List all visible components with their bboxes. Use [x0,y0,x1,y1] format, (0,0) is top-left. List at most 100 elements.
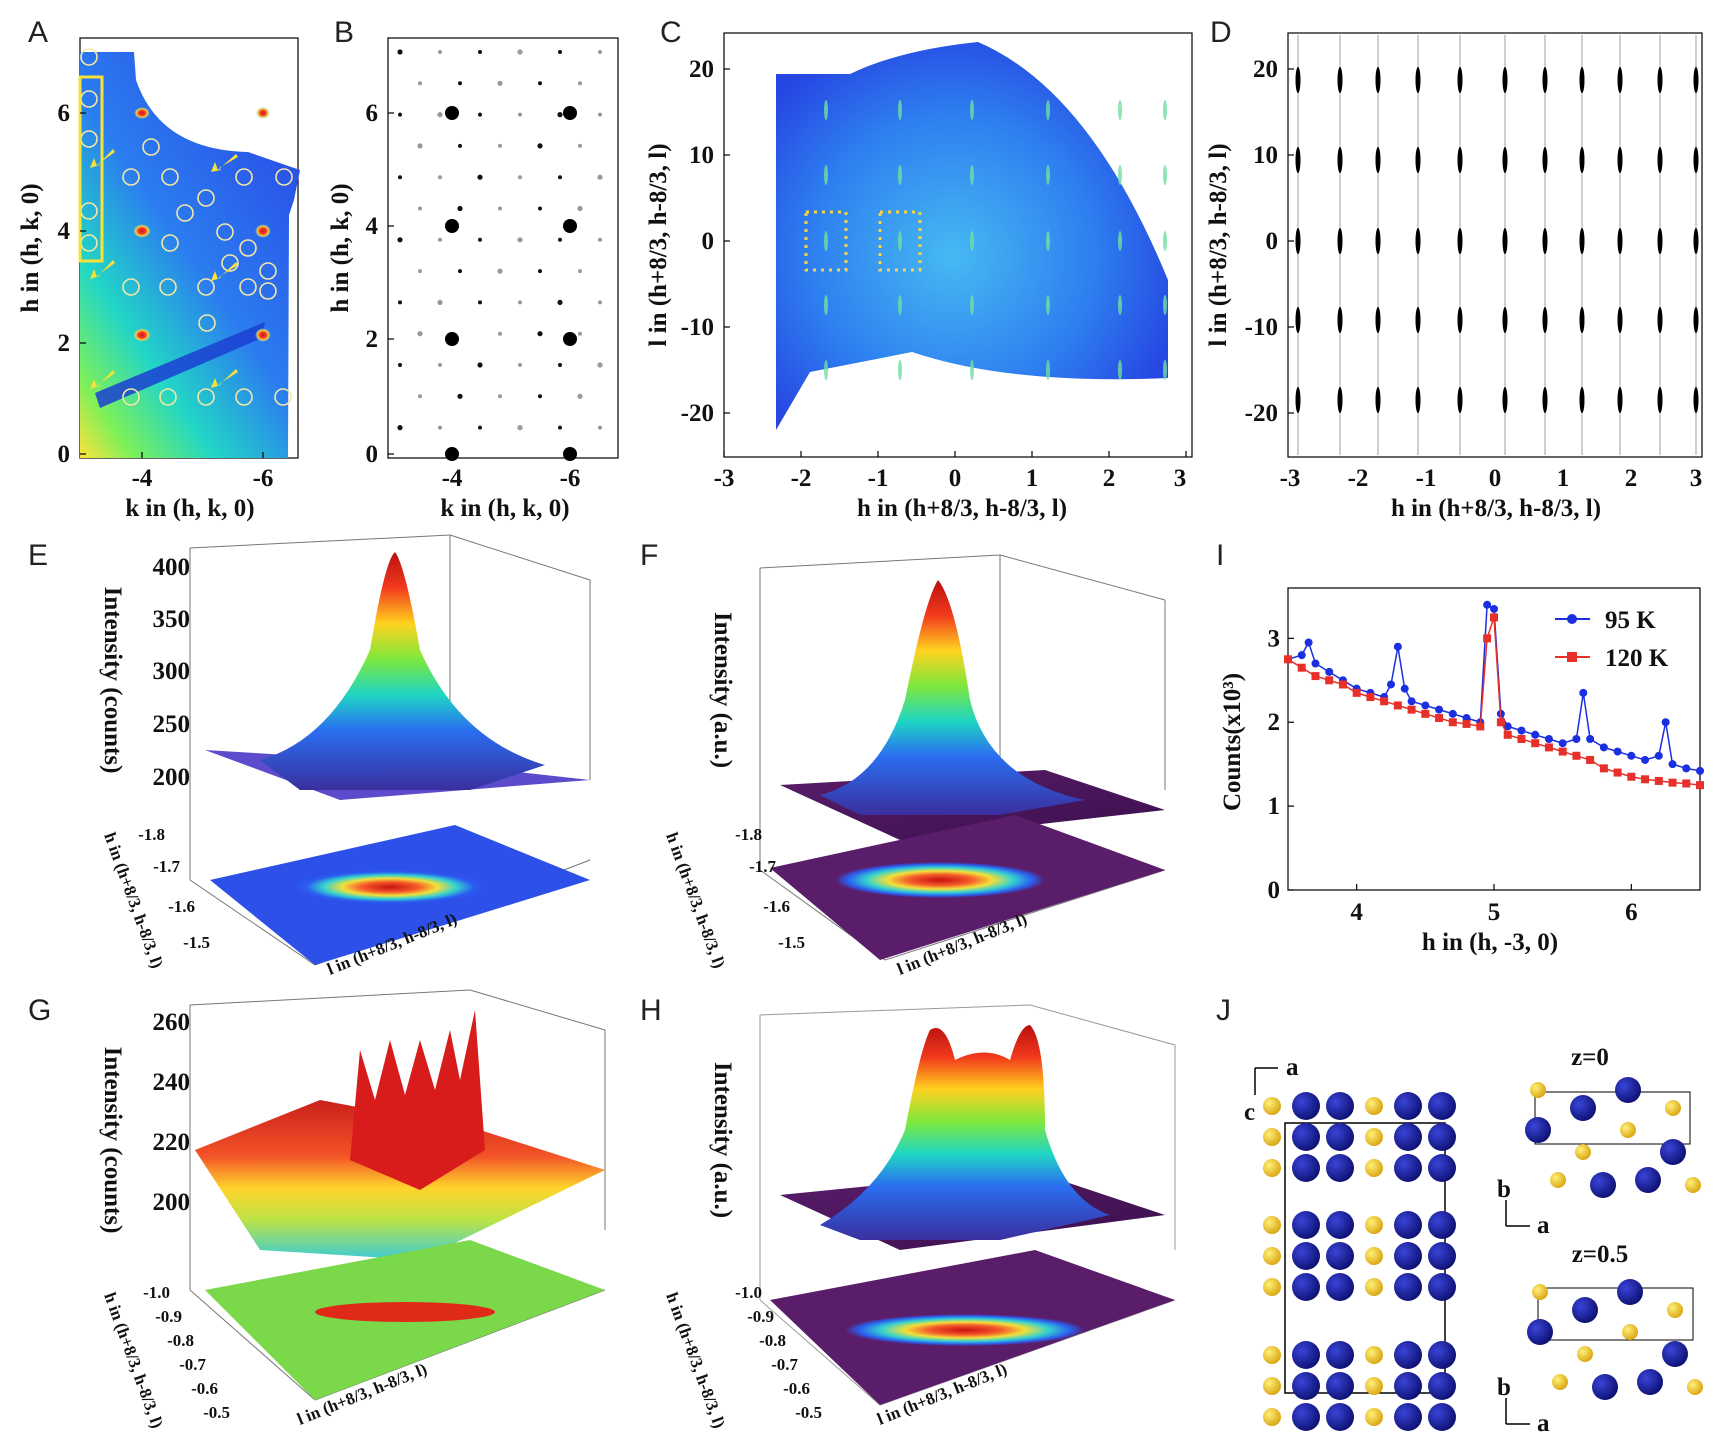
i-ytick: 3 [1268,625,1281,652]
a-ylabel: h in (h, k, 0) [17,183,44,312]
atom-blue [1394,1341,1422,1369]
atom-yellow [1575,1144,1591,1160]
atom-yellow [1365,1346,1383,1364]
atom-blue [1326,1211,1354,1239]
atom-blue [1326,1092,1354,1120]
atom-yellow [1263,1408,1281,1426]
superlattice-dot [477,174,483,180]
rod-peak [1657,307,1663,333]
rod-peak [1579,147,1585,173]
rod-peak [1617,228,1623,254]
superlattice-dot [578,331,582,336]
point-120k [1380,697,1389,706]
superlattice-dot [458,143,462,148]
d-ylabel: l in (h+8/3, h-8/3, l) [1205,143,1232,346]
panel-label-h: H [640,994,662,1027]
d-xtick: 3 [1690,465,1703,492]
b-xtick: -6 [560,465,581,492]
point-120k [1682,779,1691,788]
panel-label-d: D [1210,16,1232,49]
g-htick: -0.8 [167,1331,194,1350]
superlattice-dot [598,50,602,54]
b-ytick: 0 [366,441,379,468]
diffuse-streak [1163,165,1167,185]
rod-peak [1657,67,1663,93]
c-xtick: 1 [1026,465,1039,492]
atom-blue [1394,1123,1422,1151]
rod-peak [1542,147,1548,173]
superlattice-dot [438,425,442,430]
panel-label-g: G [28,994,51,1027]
e-htick: -1.8 [138,825,165,844]
h-htick: -0.9 [747,1307,774,1326]
rod-peak [1693,307,1699,333]
point-120k [1544,743,1553,752]
diffuse-streak [1163,231,1167,251]
i-ylabel: Counts(x10³) [1219,673,1246,811]
f-htick: -1.8 [735,825,762,844]
point-120k [1503,730,1512,739]
rod-peak [1295,147,1301,173]
atom-blue [1428,1154,1456,1182]
rod-peak [1579,307,1585,333]
superlattice-dot [498,331,502,336]
point-120k [1407,705,1416,714]
superlattice-dot [437,299,443,305]
atom-yellow [1263,1216,1281,1234]
d-ytick: -10 [1245,314,1278,341]
superlattice-dot [418,206,422,211]
j-axis-b2: b [1497,1374,1511,1401]
rod-peak [1502,67,1508,93]
diffuse-streak [1118,360,1122,380]
diffuse-streak [824,295,828,315]
point-120k [1558,747,1567,756]
d-xtick: 1 [1557,465,1570,492]
f-htick: -1.5 [778,933,805,952]
simulated-rods [1295,35,1699,455]
ticks-a [80,112,264,458]
atom-yellow [1667,1302,1683,1318]
superlattice-dot [598,300,602,305]
superlattice-dot [478,300,482,305]
c-xtick: -1 [868,465,889,492]
j-side-structure [1263,1092,1456,1431]
j-unit-cell-z05 [1537,1287,1694,1341]
b-ytick: 4 [366,213,379,240]
d-xtick: 2 [1625,465,1638,492]
i-ytick: 2 [1268,709,1281,736]
superlattice-dot [558,50,562,54]
rod-peak [1415,387,1421,413]
atom-yellow [1263,1247,1281,1265]
superlattice-dot [458,81,462,86]
h-htick: -0.8 [759,1331,786,1350]
atom-yellow [1687,1379,1703,1395]
superlattice-dot [457,393,463,399]
panel-label-i: I [1216,539,1224,572]
atom-blue [1394,1242,1422,1270]
a-ytick: 4 [58,218,71,245]
d-xtick: -3 [1280,465,1301,492]
point-95k [1421,701,1430,710]
point-120k [1297,663,1306,672]
point-120k [1311,672,1320,681]
rod-peak [1375,307,1381,333]
superlattice-dot [438,175,442,180]
rod-peak [1337,67,1343,93]
g-htick: -0.6 [191,1379,218,1398]
point-95k [1613,747,1622,756]
atom-blue [1428,1341,1456,1369]
atom-yellow [1577,1346,1593,1362]
diffuse-streak [1163,100,1167,120]
atom-blue [1292,1242,1320,1270]
superlattice-dot [577,393,583,399]
rod-peak [1415,147,1421,173]
atom-yellow [1263,1097,1281,1115]
point-120k [1531,739,1540,748]
c-xtick: -3 [714,465,735,492]
bragg-dot [563,332,577,346]
f-zlabel: Intensity (a.u.) [709,612,736,768]
rod-peak [1502,147,1508,173]
e-contour-peak [295,870,485,904]
rod-peak [1457,307,1463,333]
